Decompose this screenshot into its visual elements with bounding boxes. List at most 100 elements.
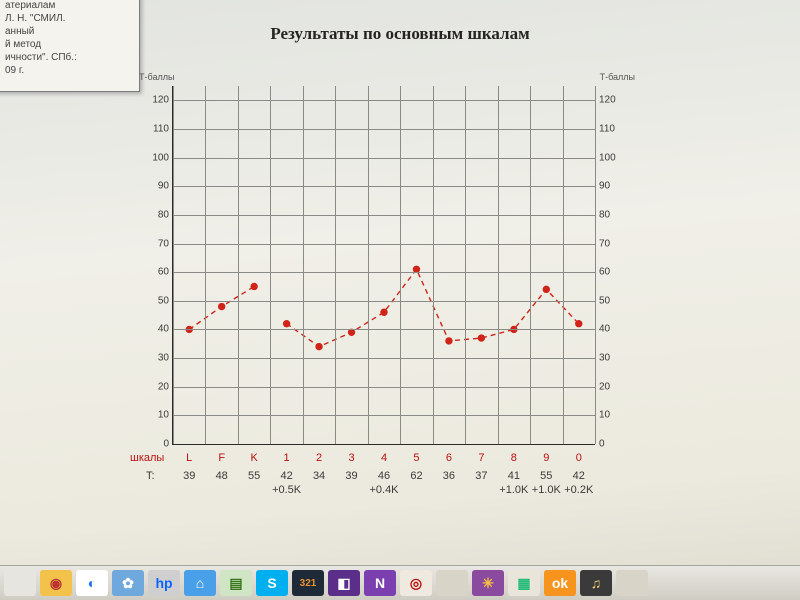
gridline-h	[173, 186, 595, 187]
taskbar-icon[interactable]: 321	[292, 570, 324, 596]
gridline-v	[270, 86, 271, 444]
x-t-value: 48	[216, 470, 228, 482]
x-t-value: 46	[378, 470, 390, 482]
doc-fragment-line: атериалам	[5, 0, 137, 12]
x-t-value: 42	[573, 470, 585, 482]
taskbar-icon[interactable]: ▦	[508, 570, 540, 596]
x-t-value: 55	[540, 470, 552, 482]
ytick-left: 120	[152, 95, 173, 106]
ytick-left: 90	[158, 181, 173, 192]
ytick-left: 100	[152, 152, 173, 163]
x-t-value: 36	[443, 470, 455, 482]
ytick-left: 0	[163, 439, 173, 450]
ytick-right: 40	[595, 324, 610, 335]
x-t-value: 39	[345, 470, 357, 482]
gridline-v	[400, 86, 401, 444]
x-t-value: 42	[280, 470, 292, 482]
ytick-right: 0	[595, 439, 605, 450]
x-category-label: F	[218, 452, 225, 464]
x-t-value: 39	[183, 470, 195, 482]
x-category-label: 7	[478, 452, 484, 464]
ytick-right: 90	[595, 181, 610, 192]
x-category-label: 0	[576, 452, 582, 464]
ytick-left: 60	[158, 267, 173, 278]
taskbar-icon[interactable]	[436, 570, 468, 596]
x-t-value: +1.0K	[532, 484, 561, 496]
x-row-header-scale: шкалы	[130, 452, 164, 464]
x-category-label: K	[250, 452, 257, 464]
taskbar-icon[interactable]: ♫	[580, 570, 612, 596]
ytick-left: 40	[158, 324, 173, 335]
gridline-v	[530, 86, 531, 444]
doc-fragment-line: ичности". СПб.:	[5, 51, 137, 64]
gridline-v	[563, 86, 564, 444]
taskbar-icon[interactable]: hp	[148, 570, 180, 596]
chart-title: Результаты по основным шкалам	[0, 24, 800, 44]
gridline-h	[173, 100, 595, 101]
y-axis-label-right: Т-баллы	[600, 72, 635, 82]
taskbar-icon[interactable]: ok	[544, 570, 576, 596]
x-t-value: +0.2K	[564, 484, 593, 496]
ytick-left: 10	[158, 410, 173, 421]
ytick-right: 10	[595, 410, 610, 421]
x-t-value: 34	[313, 470, 325, 482]
x-category-label: 8	[511, 452, 517, 464]
taskbar-icon[interactable]: ◎	[400, 570, 432, 596]
x-category-label: 9	[543, 452, 549, 464]
taskbar-icon[interactable]	[616, 570, 648, 596]
gridline-v	[303, 86, 304, 444]
ytick-left: 50	[158, 295, 173, 306]
taskbar-icon[interactable]: ◧	[328, 570, 360, 596]
taskbar-icon[interactable]: N	[364, 570, 396, 596]
x-category-label: 3	[348, 452, 354, 464]
ytick-right: 100	[595, 152, 616, 163]
gridline-h	[173, 129, 595, 130]
x-t-value: 41	[508, 470, 520, 482]
taskbar[interactable]: ◉◐✿hp⌂▤S321◧N◎ ✳▦ok♫	[0, 565, 800, 600]
gridline-h	[173, 329, 595, 330]
ytick-right: 60	[595, 267, 610, 278]
ytick-right: 110	[595, 123, 615, 134]
ytick-left: 70	[158, 238, 173, 249]
taskbar-icon[interactable]: ✳	[472, 570, 504, 596]
taskbar-icon[interactable]	[4, 570, 36, 596]
gridline-v	[205, 86, 206, 444]
gridline-h	[173, 158, 595, 159]
ytick-left: 30	[158, 353, 173, 364]
taskbar-icon[interactable]: ✿	[112, 570, 144, 596]
x-t-value: 62	[410, 470, 422, 482]
taskbar-icon[interactable]: ◉	[40, 570, 72, 596]
gridline-v	[173, 86, 174, 444]
x-category-label: L	[186, 452, 192, 464]
ytick-right: 120	[595, 95, 616, 106]
ytick-right: 20	[595, 381, 610, 392]
ytick-right: 30	[595, 353, 610, 364]
taskbar-icon[interactable]: ▤	[220, 570, 252, 596]
taskbar-icon[interactable]: S	[256, 570, 288, 596]
x-category-label: 4	[381, 452, 387, 464]
gridline-h	[173, 415, 595, 416]
ytick-left: 110	[153, 123, 173, 134]
gridline-v	[335, 86, 336, 444]
x-t-value: +0.5K	[272, 484, 301, 496]
x-category-label: 5	[413, 452, 419, 464]
line-series	[173, 86, 595, 444]
x-category-label: 2	[316, 452, 322, 464]
ytick-right: 70	[595, 238, 610, 249]
x-t-value: 37	[475, 470, 487, 482]
x-t-value: 55	[248, 470, 260, 482]
gridline-h	[173, 244, 595, 245]
doc-fragment: атериаламЛ. Н. "СМИЛ.анныйй методичности…	[0, 0, 140, 92]
x-category-label: 6	[446, 452, 452, 464]
gridline-h	[173, 387, 595, 388]
gridline-h	[173, 272, 595, 273]
taskbar-icon[interactable]: ◐	[76, 570, 108, 596]
gridline-v	[465, 86, 466, 444]
gridline-v	[368, 86, 369, 444]
gridline-v	[498, 86, 499, 444]
taskbar-icon[interactable]: ⌂	[184, 570, 216, 596]
gridline-v	[238, 86, 239, 444]
ytick-right: 50	[595, 295, 610, 306]
x-row-header-t: T:	[146, 470, 155, 482]
gridline-h	[173, 215, 595, 216]
